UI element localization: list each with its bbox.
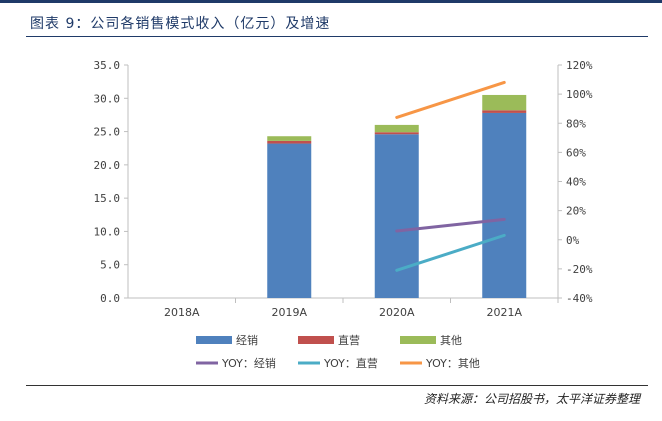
y-right-tick-label: 60% [566,146,586,159]
x-tick-label: 2018A [164,306,200,319]
source-note: 资料来源：公司招股书，太平洋证券整理 [423,392,640,406]
bar-qita [482,94,527,111]
bottom-rule [26,385,648,386]
y-right-tick-label: 80% [566,117,586,130]
legend-label: YOY：直营 [323,356,378,370]
chart: 0.0 5.0 10.0 15.0 20.0 25.0 30.0 35.0 -40% -20% 0%… [94,59,593,370]
bar-zhiying [267,140,312,144]
bar-qita [374,124,419,133]
bar-jingxiao [374,134,419,298]
line-yoy-jingxiao [395,217,506,233]
legend-label: 经销 [236,333,258,347]
y-left-tick-label: 30.0 [94,92,121,105]
y-left-tick-label: 5.0 [100,259,120,272]
y-left-tick-label: 20.0 [94,159,121,172]
bar-zhiying [482,110,527,113]
legend-label: YOY：经销 [221,356,276,370]
legend-swatch-jingxiao [196,336,232,344]
bar-zhiying [374,132,419,135]
y-left-tick-label: 10.0 [94,225,121,238]
y-right-tick-label: -40% [566,292,593,305]
legend-swatch-zhiying [298,336,334,344]
y-left-tick-label: 35.0 [94,59,121,72]
x-tick-label: 2020A [379,306,415,319]
y-right-tick-label: 0% [566,234,580,247]
legend-swatch-qita [400,336,436,344]
legend-label: YOY：其他 [425,357,480,370]
bar-jingxiao [267,143,312,298]
y-left-tick-label: 0.0 [100,292,120,305]
x-tick-label: 2021A [486,306,522,319]
y-left-tick-label: 15.0 [94,192,121,205]
legend-label: 其他 [440,334,462,347]
y-left-tick-label: 25.0 [94,126,121,139]
line-yoy-qita [395,80,506,119]
y-right-tick-label: -20% [566,263,593,276]
line-yoy-zhiying [395,233,506,272]
figure-title: 图表 9：公司各销售模式收入（亿元）及增速 [30,16,331,32]
title-rule [26,36,648,37]
x-tick-label: 2019A [271,306,307,319]
y-right-tick-label: 40% [566,176,586,189]
y-right-tick-label: 120% [566,59,593,72]
bar-qita [267,136,312,141]
y-right-tick-label: 20% [566,205,586,218]
legend-label: 直营 [338,333,360,347]
y-right-tick-label: 100% [566,88,593,101]
bar-jingxiao [482,112,527,298]
top-rule [0,0,662,3]
